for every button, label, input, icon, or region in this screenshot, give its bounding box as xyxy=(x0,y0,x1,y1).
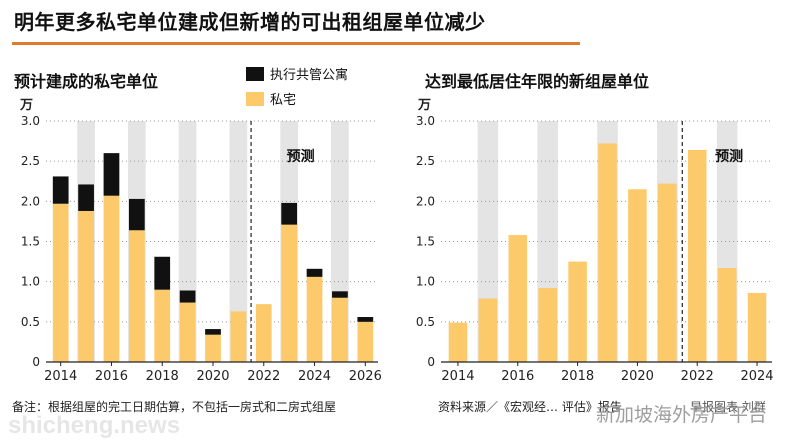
bar-2014-s0 xyxy=(52,203,69,362)
bar-2020 xyxy=(628,189,647,362)
x-tick-label: 2016 xyxy=(95,369,128,384)
bar-2018-s1 xyxy=(154,256,171,290)
bar-2020-s0 xyxy=(205,334,221,362)
y-tick-label: 3.0 xyxy=(416,114,435,128)
chart-title: 明年更多私宅单位建成但新增的可出租组屋单位减少 xyxy=(14,10,486,34)
bar-2023-s1 xyxy=(281,202,298,225)
bar-2021-s0 xyxy=(230,311,247,362)
legend: 执行共管公寓 私宅 xyxy=(246,64,348,114)
legend-swatch-private xyxy=(246,91,264,106)
y-tick-label: 0 xyxy=(427,355,435,369)
y-tick-label: 1.0 xyxy=(416,275,435,289)
left-chart-subtitle: 预计建成的私宅单位 xyxy=(14,72,159,91)
x-tick-label: 2014 xyxy=(44,369,77,384)
legend-label-private: 私宅 xyxy=(270,93,297,108)
bar-2015-s0 xyxy=(78,210,94,362)
x-tick-label: 2014 xyxy=(441,369,474,384)
y-axis-unit: 万 xyxy=(19,98,33,113)
bar-2015-s1 xyxy=(78,184,94,211)
right-chart-subtitle: 达到最低居住年限的新组屋单位 xyxy=(425,72,650,91)
legend-label-ec: 执行共管公寓 xyxy=(270,68,349,83)
legend-item-ec: 执行共管公寓 xyxy=(246,64,348,83)
y-tick-label: 2.5 xyxy=(416,154,435,168)
bar-2016-s1 xyxy=(103,153,120,196)
x-tick-label: 2018 xyxy=(561,369,594,384)
bar-2019 xyxy=(598,143,617,362)
x-tick-label: 2020 xyxy=(196,369,229,384)
footnote: 备注：根据组屋的完工日期估算，不包括一房式和二房式组屋 xyxy=(12,400,337,414)
bar-2023-s0 xyxy=(281,224,298,362)
bar-2018-s0 xyxy=(154,289,171,362)
bar-2021 xyxy=(658,183,677,362)
bar-2022-s0 xyxy=(255,304,272,362)
watermark-right: 新加坡海外房产平台 xyxy=(596,404,768,426)
credit-note: 早报图表 刘群 xyxy=(690,400,766,414)
bar-2016 xyxy=(508,235,528,362)
bar-2024 xyxy=(747,292,767,362)
bar-2019-s1 xyxy=(179,290,196,303)
x-tick-label: 2020 xyxy=(621,369,654,384)
y-tick-label: 2.0 xyxy=(416,194,435,208)
bar-2020-s1 xyxy=(205,329,221,335)
x-tick-label: 2026 xyxy=(349,369,382,384)
x-tick-label: 2022 xyxy=(681,369,714,384)
legend-item-private: 私宅 xyxy=(246,89,348,108)
bar-2023 xyxy=(717,268,737,362)
y-tick-label: 0.5 xyxy=(21,315,40,329)
x-tick-label: 2024 xyxy=(740,369,773,384)
bar-2026-s0 xyxy=(357,321,374,362)
watermark-left: shicheng.news xyxy=(8,412,181,439)
source-note: 资料来源／《宏观经… 评估》报告 xyxy=(438,400,622,414)
y-tick-label: 1.5 xyxy=(21,235,40,249)
bar-2026-s1 xyxy=(357,317,374,322)
bar-2025-s1 xyxy=(332,291,348,298)
y-tick-label: 0.5 xyxy=(416,315,435,329)
bar-2015 xyxy=(478,298,498,362)
x-tick-label: 2022 xyxy=(247,369,280,384)
bar-2014 xyxy=(448,322,468,362)
x-tick-label: 2018 xyxy=(146,369,179,384)
bar-2019-s0 xyxy=(179,302,196,362)
bar-2025-s0 xyxy=(332,297,348,362)
y-tick-label: 3.0 xyxy=(21,114,40,128)
forecast-label: 预测 xyxy=(715,148,743,165)
legend-swatch-ec xyxy=(246,66,264,81)
bar-2024-s0 xyxy=(306,276,323,362)
y-tick-label: 1.5 xyxy=(416,235,435,249)
bar-2017 xyxy=(538,288,557,362)
bar-2024-s1 xyxy=(306,268,323,277)
y-axis-unit: 万 xyxy=(417,98,431,113)
bar-2018 xyxy=(568,261,587,362)
bar-2016-s0 xyxy=(103,195,120,362)
bar-2022 xyxy=(687,149,707,362)
x-tick-label: 2024 xyxy=(298,369,331,384)
bar-2017-s0 xyxy=(128,230,145,362)
y-tick-label: 0 xyxy=(32,355,40,369)
y-tick-label: 1.0 xyxy=(21,275,40,289)
y-tick-label: 2.5 xyxy=(21,154,40,168)
x-tick-label: 2016 xyxy=(501,369,534,384)
forecast-label: 预测 xyxy=(287,148,315,165)
y-tick-label: 2.0 xyxy=(21,194,40,208)
bar-2017-s1 xyxy=(128,198,145,231)
title-underline xyxy=(12,42,580,45)
bar-2014-s1 xyxy=(52,176,69,204)
